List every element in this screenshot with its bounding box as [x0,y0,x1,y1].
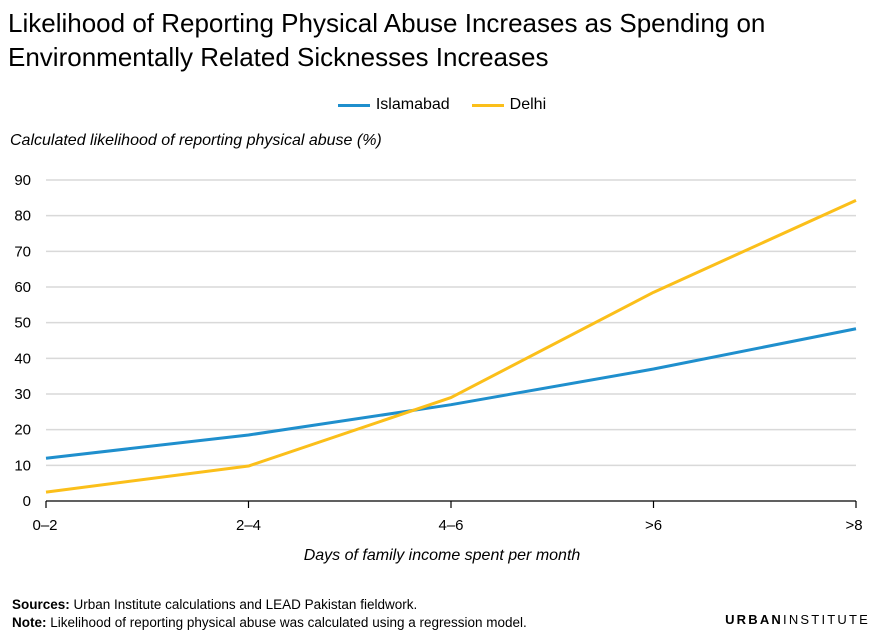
legend-label-islamabad: Islamabad [375,96,450,113]
y-tick-label: 40 [14,350,31,367]
legend-label-delhi: Delhi [509,96,547,113]
x-tick-label: 4–6 [438,517,463,534]
x-tick-label: >8 [845,517,862,534]
legend-swatch-islamabad [337,103,370,107]
y-tick-label: 10 [14,457,31,474]
legend-item-islamabad: Islamabad [337,96,450,114]
sources-label: Sources: [12,597,70,612]
y-tick-label: 20 [14,422,31,439]
legend-item-delhi: Delhi [471,96,547,114]
y-tick-label: 50 [14,315,31,332]
sources-line: Sources: Urban Institute calculations an… [12,595,417,614]
note-text: Likelihood of reporting physical abuse w… [46,615,527,630]
y-tick-label: 70 [14,243,31,260]
y-tick-label: 0 [23,493,31,510]
x-tick-label: 0–2 [32,517,57,534]
y-tick-label: 80 [14,208,31,225]
chart-title: Likelihood of Reporting Physical Abuse I… [8,8,766,72]
series-line-delhi [45,198,857,494]
x-axis-label: Days of family income spent per month [303,547,581,564]
legend: Islamabad Delhi [0,94,884,116]
sources-text: Urban Institute calculations and LEAD Pa… [69,597,418,612]
urban-institute-logo: URBANINSTITUTE [725,612,870,627]
series-line-islamabad [45,327,857,460]
x-tick-label: 2–4 [236,517,261,534]
y-tick-label: 60 [14,279,31,296]
logo-part1: URBAN [725,612,784,627]
note-label: Note: [12,615,47,630]
y-axis-label: Calculated likelihood of reporting physi… [10,132,382,149]
y-tick-label: 30 [14,386,31,403]
x-tick-label: >6 [645,517,662,534]
logo-part2: INSTITUTE [783,612,870,627]
legend-swatch-delhi [471,103,504,107]
note-line: Note: Likelihood of reporting physical a… [12,613,527,632]
y-tick-label: 90 [14,172,31,189]
